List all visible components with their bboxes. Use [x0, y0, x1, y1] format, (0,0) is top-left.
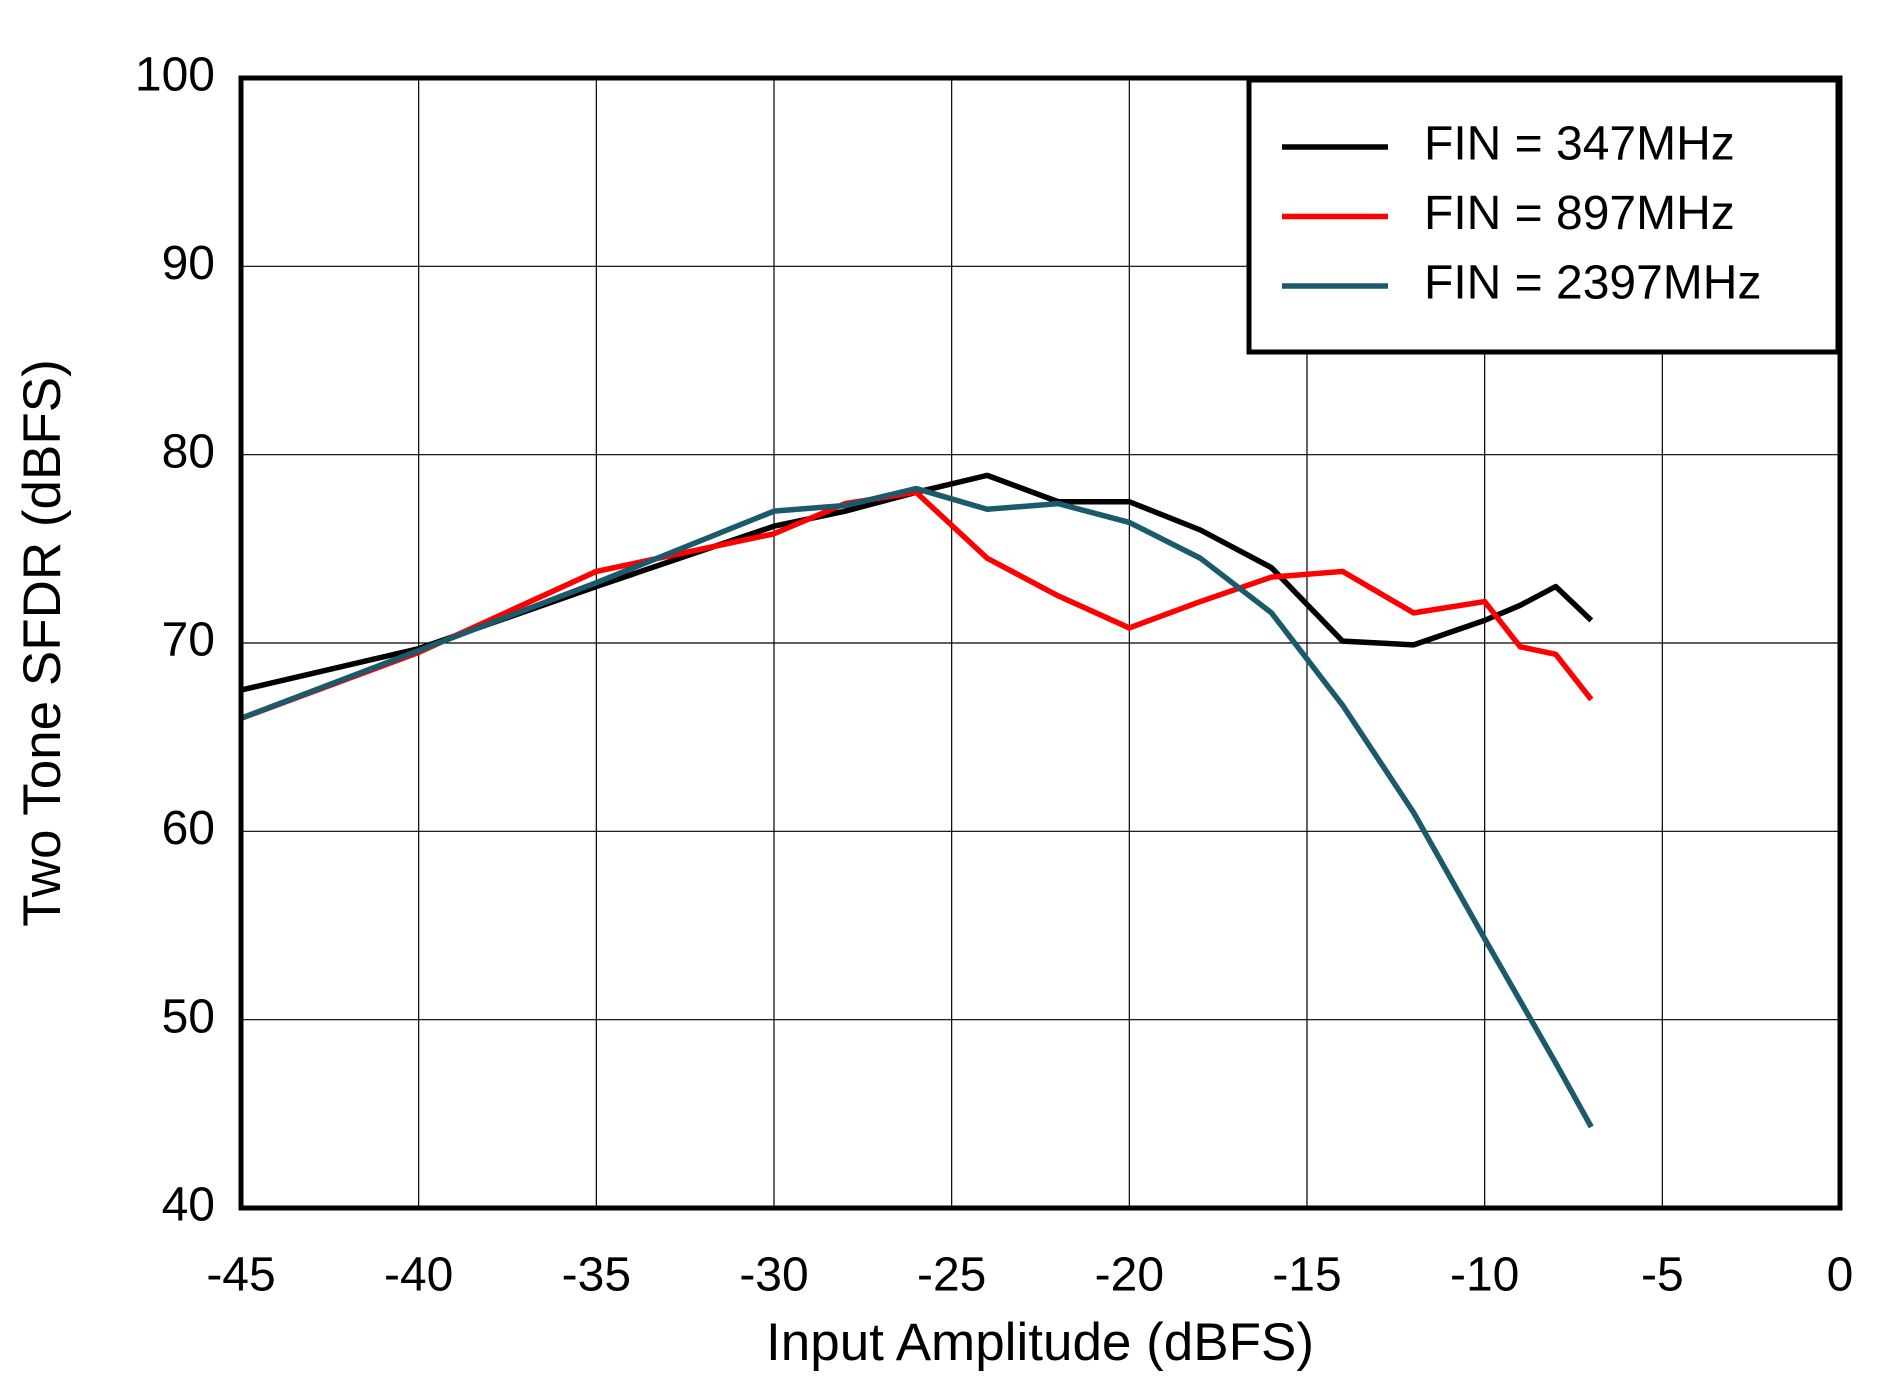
y-tick-label: 60: [162, 802, 215, 855]
y-tick-label: 90: [162, 237, 215, 290]
x-tick-label: -25: [917, 1249, 986, 1302]
legend-label: FIN = 2397MHz: [1424, 257, 1761, 310]
plot-frame: [238, 75, 1843, 1211]
series-line: [240, 489, 1594, 721]
y-tick-label: 100: [135, 49, 215, 102]
y-tick-label: 50: [162, 990, 215, 1043]
y-tick-label: 70: [162, 614, 215, 667]
x-tick-label: -40: [384, 1249, 453, 1302]
x-tick-label: -45: [206, 1249, 275, 1302]
series-line: [240, 472, 1594, 693]
x-axis-label: Input Amplitude (dBFS): [766, 1313, 1314, 1372]
x-tick-label: -30: [739, 1249, 808, 1302]
y-axis-label: Two Tone SFDR (dBFS): [13, 359, 72, 926]
x-tick-label: -5: [1641, 1249, 1684, 1302]
x-tick-label: -20: [1095, 1249, 1164, 1302]
legend-label: FIN = 897MHz: [1424, 187, 1735, 240]
y-tick-label: 40: [162, 1179, 215, 1232]
series-line: [240, 485, 1594, 1129]
legend-label: FIN = 347MHz: [1424, 118, 1735, 171]
x-tick-label: -10: [1450, 1249, 1519, 1302]
x-tick-label: -35: [562, 1249, 631, 1302]
x-tick-label: 0: [1827, 1249, 1854, 1302]
x-tick-label: -15: [1272, 1249, 1341, 1302]
y-tick-label: 80: [162, 425, 215, 478]
